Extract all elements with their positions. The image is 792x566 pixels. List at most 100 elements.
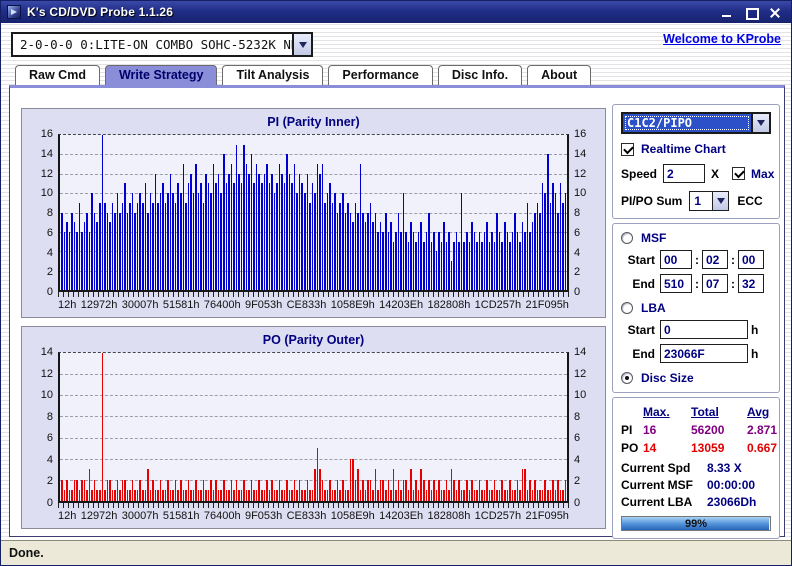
pi-yaxis-left: 16 14 12 10 8 6 4 2 0 (40, 128, 53, 298)
msf-end-min[interactable] (660, 274, 692, 293)
chevron-down-icon (757, 120, 765, 126)
msf-radio[interactable] (621, 232, 633, 244)
lba-radio[interactable] (621, 302, 633, 314)
po-xaxis-labels: 12h 12972h 30007h 51581h 76400h 9F053h CE833h 1… (58, 510, 569, 522)
minimize-icon[interactable] (721, 7, 733, 18)
ecc-label: ECC (737, 194, 763, 208)
tab-write-strategy[interactable]: Write Strategy (104, 65, 218, 86)
stats-header-total: Total (691, 405, 719, 419)
drive-selector-value: 2-0-0-0 0:LITE-ON COMBO SOHC-5232K NK07 (20, 37, 292, 52)
realtime-chart-label: Realtime Chart (641, 142, 726, 156)
plot-area-pi (58, 134, 569, 292)
current-spd-label: Current Spd (621, 461, 691, 475)
msf-label: MSF (641, 231, 667, 245)
speed-input[interactable] (663, 164, 706, 183)
pi-xaxis-ticks (58, 292, 569, 297)
settings-group: C1C2/PIPO Realtime Chart Speed X Max (612, 104, 780, 219)
pi-chart-panel: PI (Parity Inner) 16 14 12 10 8 6 4 2 0 16 14 12 10… (21, 108, 606, 318)
tab-strip: Raw Cmd Write Strategy Tilt Analysis Per… (15, 65, 592, 86)
pipo-sum-dropdown-button[interactable] (712, 192, 729, 210)
tab-raw-cmd[interactable]: Raw Cmd (15, 65, 100, 86)
pipo-sum-value: 1 (694, 194, 702, 208)
status-bar: Done. (1, 540, 791, 565)
close-icon[interactable] (769, 7, 781, 18)
stats-row-po-label: PO (621, 441, 639, 455)
title-bar: K's CD/DVD Probe 1.1.26 (1, 1, 791, 23)
stats-header-max: Max. (643, 405, 670, 419)
pi-total-value: 56200 (691, 423, 725, 437)
max-checkbox[interactable] (732, 167, 746, 180)
progress-bar: 99% (621, 516, 771, 531)
po-yaxis-left: 14 12 10 8 6 4 2 0 (40, 346, 53, 509)
current-msf-value: 00:00:00 (707, 478, 756, 492)
pipo-sum-select[interactable]: 1 (689, 191, 730, 211)
progress-fill (622, 517, 769, 530)
mode-select-dropdown-button[interactable] (751, 114, 769, 132)
tab-about[interactable]: About (527, 65, 592, 86)
msf-end-sec[interactable] (702, 274, 728, 293)
current-spd-value: 8.33 X (707, 461, 742, 475)
pi-xaxis-labels: 12h 12972h 30007h 51581h 76400h 9F053h CE833h 1… (58, 299, 569, 311)
pipo-sum-label: PI/PO Sum (621, 194, 683, 208)
po-yaxis-right: 14 12 10 8 6 4 2 0 (574, 346, 587, 509)
current-lba-value: 23066Dh (707, 495, 757, 509)
po-xaxis-ticks (58, 503, 569, 508)
disc-size-radio[interactable] (621, 372, 633, 384)
maximize-icon[interactable] (745, 7, 759, 20)
disc-size-label: Disc Size (641, 371, 694, 385)
pi-yaxis-right: 16 14 12 10 8 6 4 2 0 (574, 128, 587, 298)
chart-bars (61, 135, 567, 290)
msf-start-frame[interactable] (738, 250, 764, 269)
stats-group: Max. Total Avg PI 16 56200 2.871 PO 14 1… (612, 397, 780, 539)
po-max-value: 14 (643, 441, 657, 455)
mode-select[interactable]: C1C2/PIPO (621, 112, 771, 134)
lba-start-label: Start (627, 322, 655, 337)
tab-tilt-analysis[interactable]: Tilt Analysis (222, 65, 324, 86)
max-label: Max (751, 166, 775, 181)
mode-select-value: C1C2/PIPO (623, 114, 751, 132)
chevron-down-icon (298, 41, 307, 48)
lba-label: LBA (641, 301, 666, 315)
lba-end-input[interactable] (660, 344, 748, 363)
po-chart-title: PO (Parity Outer) (262, 333, 365, 347)
msf-end-frame[interactable] (738, 274, 764, 293)
msf-start-min[interactable] (660, 250, 692, 269)
po-total-value: 13059 (691, 441, 725, 455)
write-strategy-page: PI (Parity Inner) 16 14 12 10 8 6 4 2 0 16 14 12 10… (9, 85, 785, 565)
realtime-chart-checkbox[interactable] (621, 142, 634, 156)
progress-label: 99% (684, 518, 708, 530)
pi-chart-title: PI (Parity Inner) (267, 115, 360, 129)
msf-start-label: Start (627, 252, 655, 267)
app-icon (7, 5, 21, 19)
stats-header-avg: Avg (747, 405, 770, 419)
lba-end-label: End (632, 346, 655, 361)
lba-start-unit: h (751, 322, 759, 337)
status-text: Done. (9, 546, 44, 560)
chevron-down-icon (716, 198, 725, 204)
speed-unit-label: X (711, 166, 720, 181)
welcome-link[interactable]: Welcome to KProbe (663, 32, 781, 46)
lba-start-input[interactable] (660, 320, 748, 339)
msf-start-sec[interactable] (702, 250, 728, 269)
stats-row-pi-label: PI (621, 423, 633, 437)
speed-label: Speed (621, 166, 658, 181)
current-lba-label: Current LBA (621, 495, 693, 509)
control-column: C1C2/PIPO Realtime Chart Speed X Max (612, 104, 780, 565)
po-avg-value: 0.667 (747, 441, 778, 455)
pi-max-value: 16 (643, 423, 657, 437)
po-chart-panel: PO (Parity Outer) 14 12 10 8 6 4 2 0 14 12 10 8 6 4 2… (21, 326, 606, 529)
tab-disc-info[interactable]: Disc Info. (437, 65, 523, 86)
plot-area-po (58, 352, 569, 503)
lba-end-unit: h (751, 346, 759, 361)
pi-avg-value: 2.871 (747, 423, 778, 437)
drive-selector-dropdown-button[interactable] (292, 34, 311, 55)
range-group: MSF Start : : End : : (612, 223, 780, 393)
charts-column: PI (Parity Inner) 16 14 12 10 8 6 4 2 0 16 14 12 10… (21, 108, 606, 529)
msf-end-label: End (632, 276, 655, 291)
drive-selector[interactable]: 2-0-0-0 0:LITE-ON COMBO SOHC-5232K NK07 (11, 32, 313, 57)
window-title: K's CD/DVD Probe 1.1.26 (27, 5, 174, 19)
current-msf-label: Current MSF (621, 478, 693, 492)
chart-bars (61, 353, 567, 501)
tab-performance[interactable]: Performance (328, 65, 433, 86)
